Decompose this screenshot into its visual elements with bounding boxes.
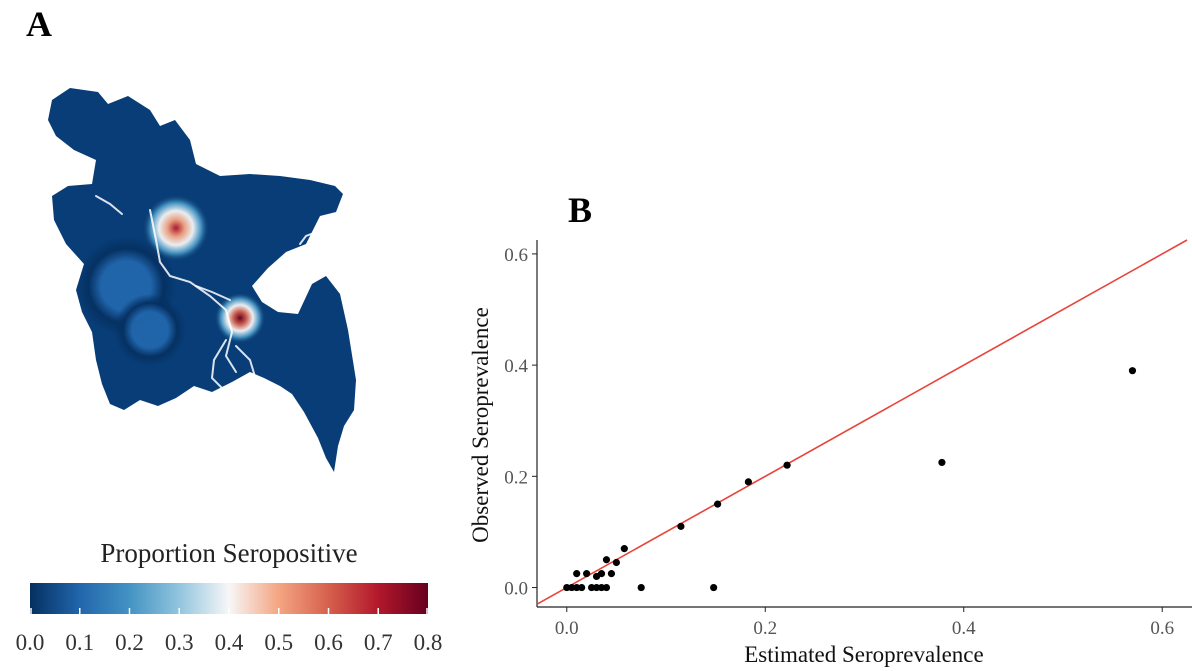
panel-a-map: A (26, 4, 356, 472)
scatter-point (602, 583, 611, 592)
y-tick-label: 0.6 (504, 245, 528, 266)
scatter-point (783, 461, 791, 469)
legend-tick-label: 0.0 (16, 630, 45, 655)
legend-tick-label: 0.7 (364, 630, 393, 655)
scatter-point (583, 570, 591, 578)
map-river (95, 195, 123, 215)
scatter-point (710, 583, 718, 592)
x-tick-label: 0.0 (555, 618, 579, 639)
scatter-points (563, 367, 1137, 592)
colorbar-legend: Proportion Seropositive 0.0 0.1 0.2 0.3 0.4 0… (16, 538, 443, 655)
map-river (299, 229, 323, 245)
panel-b-label: B (568, 190, 592, 230)
scatter-axes: 0.0 0.2 0.4 0.6 0.0 0.2 0.4 0.6 (504, 240, 1192, 639)
y-tick-label: 0.0 (504, 579, 528, 600)
scatter-point (602, 556, 611, 564)
scatter-point (592, 583, 601, 592)
scatter-point (1128, 367, 1137, 375)
x-tick-label: 0.2 (753, 618, 777, 639)
scatter-point (744, 478, 752, 486)
scatter-point (607, 570, 616, 578)
scatter-point (714, 500, 722, 508)
y-tick-label: 0.2 (504, 467, 528, 488)
legend-ticks: 0.0 0.1 0.2 0.3 0.4 0.5 0.6 0.7 0.8 (16, 608, 443, 655)
map-rivers (95, 195, 323, 389)
scatter-point (597, 570, 606, 578)
scatter-point (612, 558, 620, 567)
map-hotspots (76, 194, 266, 366)
legend-tick-label: 0.1 (65, 630, 94, 655)
scatter-point (578, 583, 586, 592)
x-tick-label: 0.6 (1150, 618, 1174, 639)
scatter-reference-line (536, 239, 1188, 605)
y-tick-label: 0.4 (504, 356, 528, 377)
map-river (210, 339, 227, 389)
map-river (195, 285, 231, 301)
x-axis-title: Estimated Seroprevalence (744, 642, 983, 667)
bangladesh-map (48, 88, 356, 472)
legend-title: Proportion Seropositive (100, 538, 357, 568)
legend-tick-label: 0.3 (165, 630, 194, 655)
scatter-point (573, 583, 581, 592)
scatter-point (938, 458, 946, 467)
y-axis-title: Observed Seroprevalence (468, 307, 493, 543)
scatter-point (587, 583, 596, 592)
x-tick-label: 0.4 (952, 618, 976, 639)
legend-tick-label: 0.6 (314, 630, 343, 655)
legend-tick-label: 0.4 (215, 630, 244, 655)
map-hotspot (214, 292, 266, 344)
scatter-point (573, 570, 581, 578)
panel-a-label: A (26, 4, 52, 44)
panel-b-scatter: B 0.0 0.2 0.4 0.6 0.0 0.2 0.4 0.6 Estimated Ser… (468, 190, 1192, 667)
map-hotspot (114, 294, 186, 366)
scatter-point (597, 583, 606, 592)
legend-tick-label: 0.8 (414, 630, 443, 655)
legend-tick-label: 0.2 (115, 630, 144, 655)
scatter-point (568, 583, 576, 592)
map-hotspot (142, 194, 210, 262)
scatter-point (563, 583, 571, 592)
scatter-point (677, 522, 685, 530)
scatter-point (637, 583, 645, 592)
map-river (235, 345, 257, 381)
map-river (149, 209, 237, 373)
identity-line (536, 239, 1188, 605)
scatter-point (620, 545, 628, 553)
legend-tick-label: 0.5 (264, 630, 293, 655)
